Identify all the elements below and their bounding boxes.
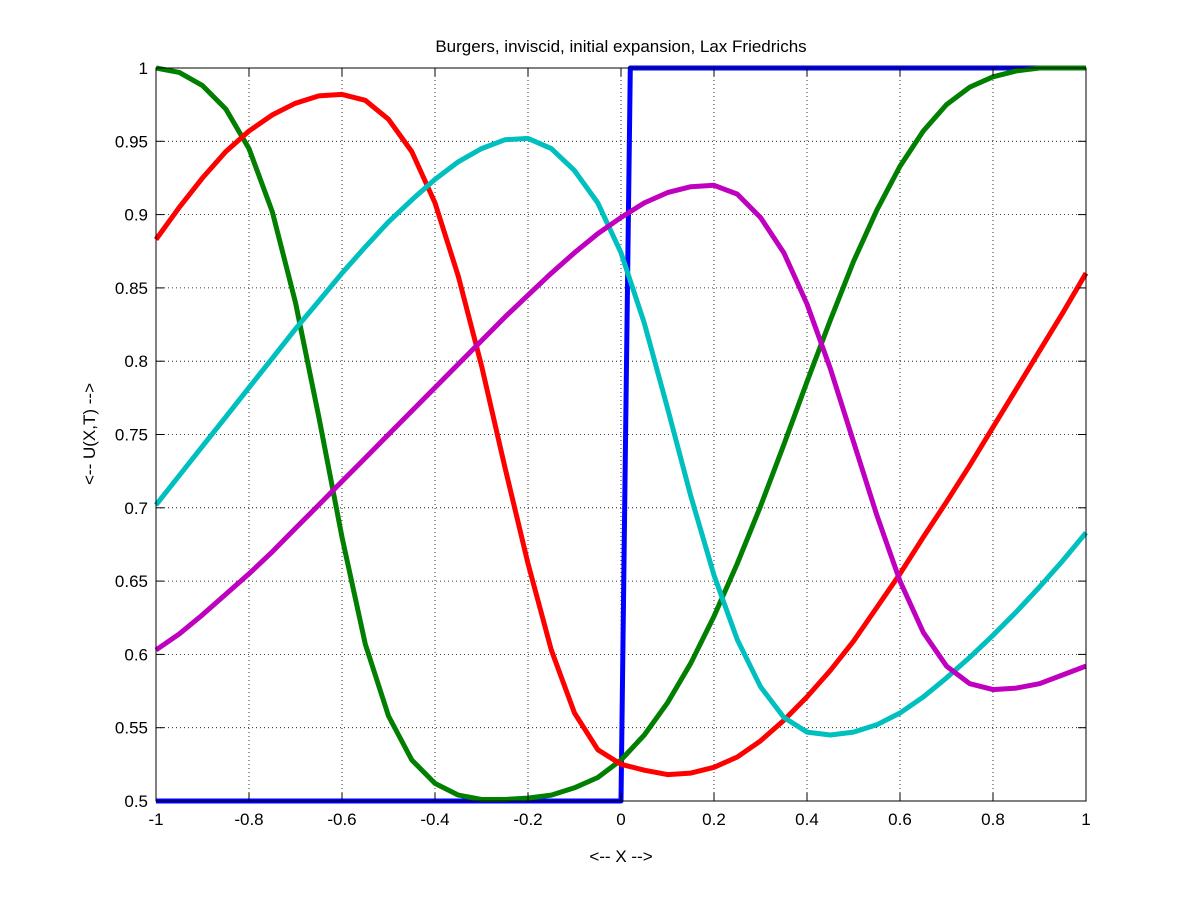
y-tick-label: 0.6 (124, 645, 148, 664)
tick-marks (155, 67, 1087, 802)
x-tick-label: -0.4 (420, 810, 449, 829)
chart-title: Burgers, inviscid, initial expansion, La… (435, 37, 806, 56)
y-tick-label: 1 (139, 59, 148, 78)
y-tick-label: 0.5 (124, 792, 148, 811)
y-tick-label: 0.8 (124, 352, 148, 371)
x-tick-label: 0 (616, 810, 625, 829)
series-line-2 (155, 65, 1086, 802)
y-tick-labels: 0.5 0.55 0.6 0.65 0.7 0.75 0.8 0.85 0.9 0.95 1 (115, 59, 148, 811)
y-tick-label: 0.55 (115, 719, 148, 738)
series-line-3 (153, 91, 1089, 778)
y-tick-label: 0.85 (115, 279, 148, 298)
y-tick-label: 0.7 (124, 499, 148, 518)
x-tick-label: -0.8 (234, 810, 263, 829)
x-tick-label: 0.8 (981, 810, 1005, 829)
y-tick-label: 0.9 (124, 206, 148, 225)
x-tick-labels: -1 -0.8 -0.6 -0.4 -0.2 0 0.2 0.4 0.6 0.8 1 (148, 810, 1090, 829)
x-tick-label: -0.6 (327, 810, 356, 829)
series-line-4 (154, 135, 1088, 738)
series-line-5 (154, 182, 1087, 693)
x-tick-label: -1 (148, 810, 163, 829)
x-tick-label: 0.2 (702, 810, 726, 829)
y-tick-label: 0.75 (115, 426, 148, 445)
y-tick-label: 0.95 (115, 132, 148, 151)
x-axis-label: <-- X --> (589, 847, 652, 866)
y-axis-label: <-- U(X,T) --> (80, 383, 99, 485)
x-tick-label: 0.6 (888, 810, 912, 829)
y-tick-label: 0.65 (115, 572, 148, 591)
x-tick-label: 0.4 (795, 810, 819, 829)
x-tick-label: -0.2 (513, 810, 542, 829)
x-tick-label: 1 (1081, 810, 1090, 829)
